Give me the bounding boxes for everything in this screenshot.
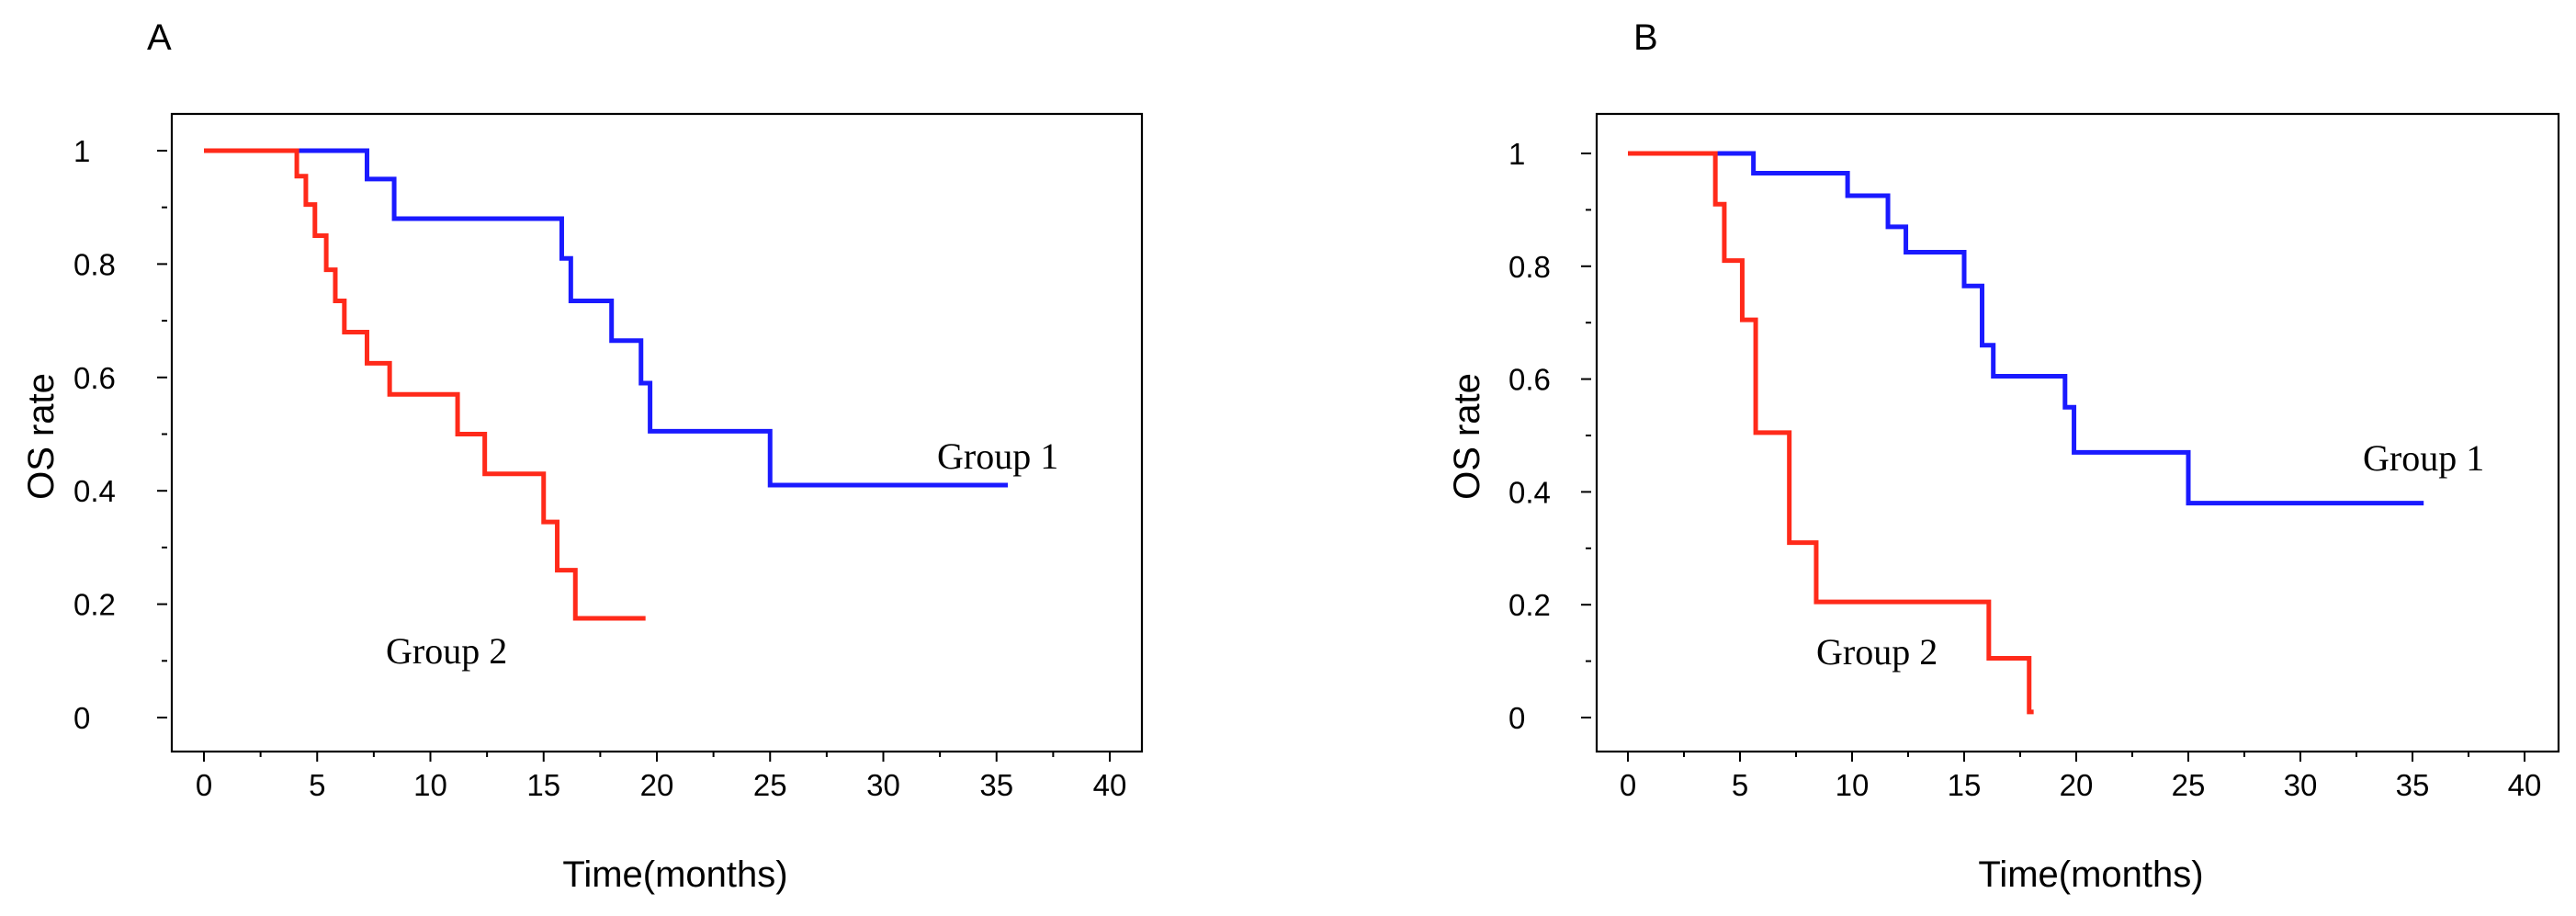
x-tick-label: 15: [526, 768, 560, 802]
x-tick-label: 25: [2172, 768, 2206, 802]
series-label-group-1: Group 1: [2363, 437, 2484, 479]
y-tick-label: 1: [1508, 137, 1525, 171]
series-group-2-curve: [204, 148, 646, 621]
y-tick-label: 0.4: [1508, 475, 1551, 509]
x-tick-label: 10: [413, 768, 447, 802]
series-label-group-2: Group 2: [1816, 631, 1938, 673]
x-tick-label: 20: [2060, 768, 2094, 802]
series-group-1-curve: [1628, 151, 2424, 506]
y-tick-label: 0.6: [1508, 363, 1551, 397]
y-axis-label: OS rate: [1447, 373, 1487, 500]
x-tick-label: 25: [753, 768, 787, 802]
x-tick-label: 20: [640, 768, 674, 802]
series-group-1-curve: [204, 148, 1009, 488]
x-axis-label: Time(months): [562, 854, 787, 895]
x-tick-label: 0: [1620, 768, 1636, 802]
y-axis-label: OS rate: [21, 373, 62, 500]
x-tick-label: 30: [866, 768, 900, 802]
x-tick-label: 0: [196, 768, 212, 802]
y-tick-label: 0.6: [73, 361, 116, 395]
y-tick-label: 0.2: [73, 588, 116, 622]
y-tick-label: 0.8: [73, 247, 116, 281]
y-tick-label: 0.4: [73, 474, 116, 508]
panel-label-a: A: [147, 17, 172, 58]
y-tick-label: 0.2: [1508, 588, 1551, 622]
y-tick-label: 1: [73, 134, 90, 168]
x-tick-label: 5: [1732, 768, 1748, 802]
y-tick-label: 0.8: [1508, 250, 1551, 284]
panel-label-b: B: [1633, 17, 1658, 58]
panel-a: A 0 5 10 15 20 25 30 35 40 0 0.2 0.4 0.6 0.8 1 Time(mont…: [21, 17, 1144, 895]
x-tick-label: 40: [2508, 768, 2542, 802]
x-tick-label: 35: [979, 768, 1013, 802]
y-tick-label: 0: [73, 701, 90, 735]
plot-frame: [1595, 112, 2560, 753]
y-tick-label: 0: [1508, 701, 1525, 735]
series-label-group-2: Group 2: [386, 630, 507, 672]
x-tick-label: 10: [1836, 768, 1870, 802]
x-tick-label: 40: [1093, 768, 1127, 802]
x-tick-label: 5: [309, 768, 325, 802]
x-tick-label: 35: [2396, 768, 2430, 802]
series-group-2-curve: [1628, 151, 2034, 715]
panel-b: B 0 5 10 15 20 25 30 35 40 0 0.2 0.4 0.6 0.8 1 Time(mont…: [1447, 17, 2560, 895]
series-label-group-1: Group 1: [937, 435, 1058, 477]
x-axis-label: Time(months): [1978, 854, 2203, 895]
x-tick-label: 15: [1948, 768, 1982, 802]
x-tick-label: 30: [2284, 768, 2318, 802]
